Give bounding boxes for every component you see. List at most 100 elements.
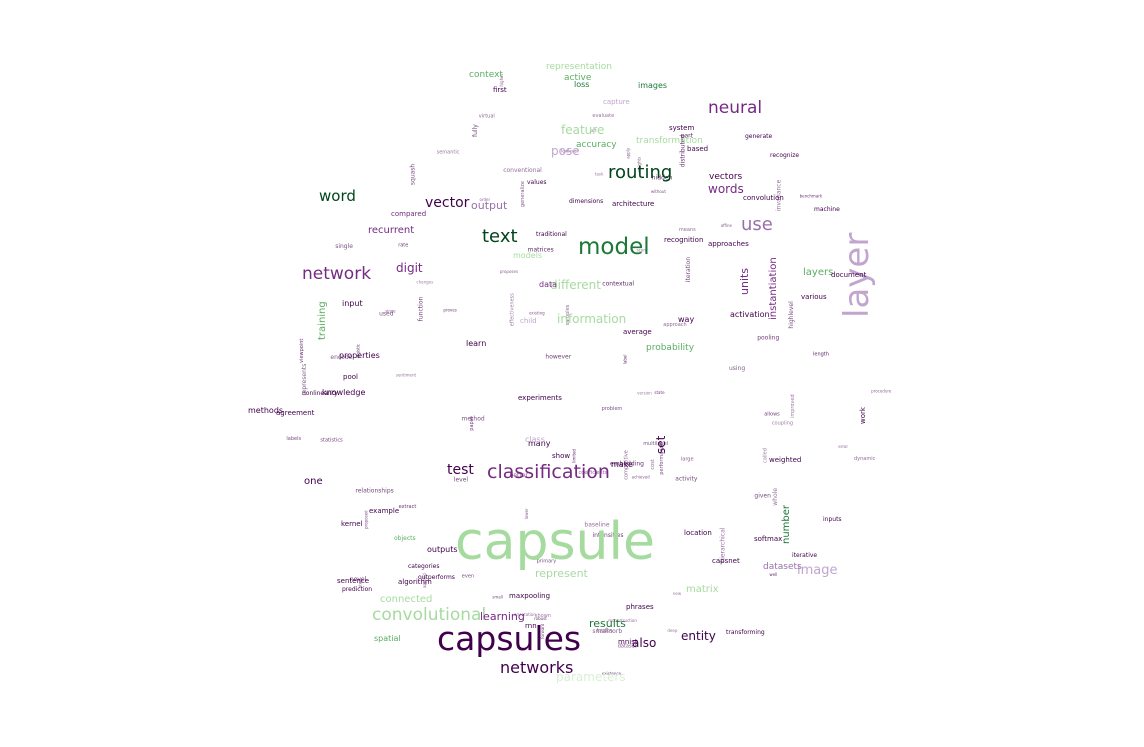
cloud-word-activity: activity: [675, 476, 698, 483]
cloud-word-various: various: [801, 293, 827, 301]
cloud-word-applied: applied: [422, 573, 427, 588]
cloud-word-convolution: convolution: [743, 194, 784, 202]
cloud-word-improved: improved: [790, 394, 796, 418]
cloud-word-contextual: contextual: [602, 281, 634, 288]
cloud-word-step: step: [358, 579, 363, 588]
cloud-word-squash: squash: [410, 164, 417, 186]
cloud-word-large: large: [681, 457, 694, 463]
cloud-word-represent: represent: [535, 567, 589, 580]
cloud-word-machine: machine: [814, 206, 840, 213]
cloud-word-given: given: [754, 493, 771, 500]
cloud-word-data: data: [539, 280, 557, 289]
cloud-word-art: art: [591, 128, 597, 133]
cloud-word-input: input: [342, 299, 363, 308]
cloud-word-rnn: rnn: [525, 622, 537, 630]
cloud-word-higher: higher: [499, 73, 504, 86]
cloud-word-word: word: [319, 187, 356, 205]
cloud-word-architecture: architecture: [612, 200, 654, 208]
cloud-word-using: using: [729, 365, 745, 372]
cloud-word-procedure: procedure: [871, 388, 892, 393]
cloud-word-benchmark: benchmark: [800, 194, 823, 199]
cloud-word-categories: categories: [408, 563, 439, 570]
cloud-word-experiments: experiments: [518, 394, 562, 402]
cloud-word-iterative: iterative: [792, 552, 817, 559]
cloud-word-encode: encode: [330, 354, 352, 361]
cloud-word-text: text: [482, 226, 518, 247]
cloud-word-spatial: spatial: [374, 634, 401, 643]
cloud-word-generate: generate: [745, 133, 772, 140]
cloud-word-images: images: [638, 81, 667, 90]
cloud-word-show: show: [552, 452, 570, 460]
cloud-word-smallnorb: smallnorb: [592, 628, 622, 635]
cloud-word-methods: methods: [248, 406, 283, 415]
cloud-word-location: location: [684, 529, 712, 537]
cloud-word-pooling: pooling: [757, 335, 779, 342]
cloud-word-approach: approach: [663, 322, 686, 328]
cloud-word-loss: loss: [574, 80, 589, 89]
cloud-word-sentiment: sentiment: [396, 373, 417, 378]
cloud-word-routing: routing: [608, 162, 672, 183]
cloud-word-make: make: [611, 460, 633, 469]
cloud-word-activation: activation: [730, 310, 770, 319]
cloud-word-used: used: [379, 311, 394, 318]
cloud-word-capsule: capsule: [455, 512, 655, 572]
cloud-word-digit: digit: [396, 261, 423, 275]
cloud-word-competitive: competitive: [624, 450, 630, 480]
cloud-word-well: well: [769, 572, 777, 577]
cloud-word-pose: pose: [551, 144, 580, 158]
cloud-word-lower: lower: [524, 508, 529, 519]
cloud-word-single: single: [335, 243, 353, 250]
cloud-word-without: without: [651, 189, 666, 194]
cloud-word-level: level: [454, 476, 469, 483]
cloud-word-pool: pool: [343, 373, 358, 381]
cloud-word-representation: representation: [546, 62, 612, 72]
cloud-word-learn: learn: [466, 339, 486, 348]
cloud-word-weighted: weighted: [769, 456, 801, 464]
cloud-word-affine: affine: [721, 223, 733, 228]
cloud-word-existing: existing: [529, 311, 545, 316]
cloud-word-phrases: phrases: [626, 603, 654, 611]
cloud-word-also: also: [632, 636, 656, 650]
cloud-word-logistic: logistic: [355, 344, 360, 358]
cloud-word-robust: robust: [534, 616, 547, 621]
cloud-word-labels: labels: [286, 436, 301, 442]
cloud-word-networks: networks: [500, 658, 573, 677]
cloud-word-probability: probability: [646, 343, 695, 353]
cloud-word-transforming: transforming: [726, 629, 765, 636]
cloud-word-work: work: [859, 406, 867, 424]
cloud-word-better: better: [510, 472, 529, 479]
cloud-word-coupling: coupling: [772, 420, 793, 426]
cloud-word-primary: primary: [537, 559, 557, 565]
cloud-word-achieved: achieved: [632, 474, 651, 479]
cloud-word-means: means: [679, 227, 696, 233]
cloud-word-many: many: [528, 439, 551, 448]
cloud-word-recognize: recognize: [770, 152, 799, 159]
cloud-word-recognition: recognition: [664, 236, 703, 244]
cloud-word-embedding: embedding: [610, 460, 644, 467]
cloud-word-capsules: capsules: [437, 619, 581, 658]
cloud-word-feature: feature: [561, 123, 604, 137]
cloud-word-dataset: dataset: [618, 643, 637, 649]
cloud-word-classification: classification: [487, 461, 610, 483]
cloud-word-proves: proves: [443, 308, 456, 313]
cloud-word-one: one: [304, 476, 323, 487]
cloud-word-use: use: [741, 214, 773, 235]
cloud-word-accuracy: accuracy: [576, 140, 617, 150]
cloud-word-changes: changes: [416, 279, 433, 284]
cloud-word-values: values: [527, 179, 547, 186]
cloud-word-whole: whole: [772, 488, 779, 506]
cloud-word-inputs: inputs: [823, 516, 842, 523]
cloud-word-conventional: conventional: [503, 167, 542, 174]
cloud-word-score: score: [637, 247, 648, 252]
cloud-word-length: length: [813, 352, 829, 358]
cloud-word-maxpooling: maxpooling: [509, 592, 550, 600]
cloud-word-softmax: softmax: [754, 535, 782, 543]
cloud-word-different: different: [550, 278, 601, 292]
cloud-word-transformation: transformation: [636, 136, 703, 146]
cloud-word-outperforms: outperforms: [418, 574, 455, 581]
word-cloud-small-words: smallnorb version approach changes hidden log…: [286, 73, 892, 675]
cloud-word-iteration: iteration: [685, 257, 692, 283]
cloud-word-instantiation: instantiation: [768, 257, 779, 320]
cloud-word-deep: deep: [667, 628, 677, 633]
cloud-word-recurrent: recurrent: [368, 225, 414, 236]
